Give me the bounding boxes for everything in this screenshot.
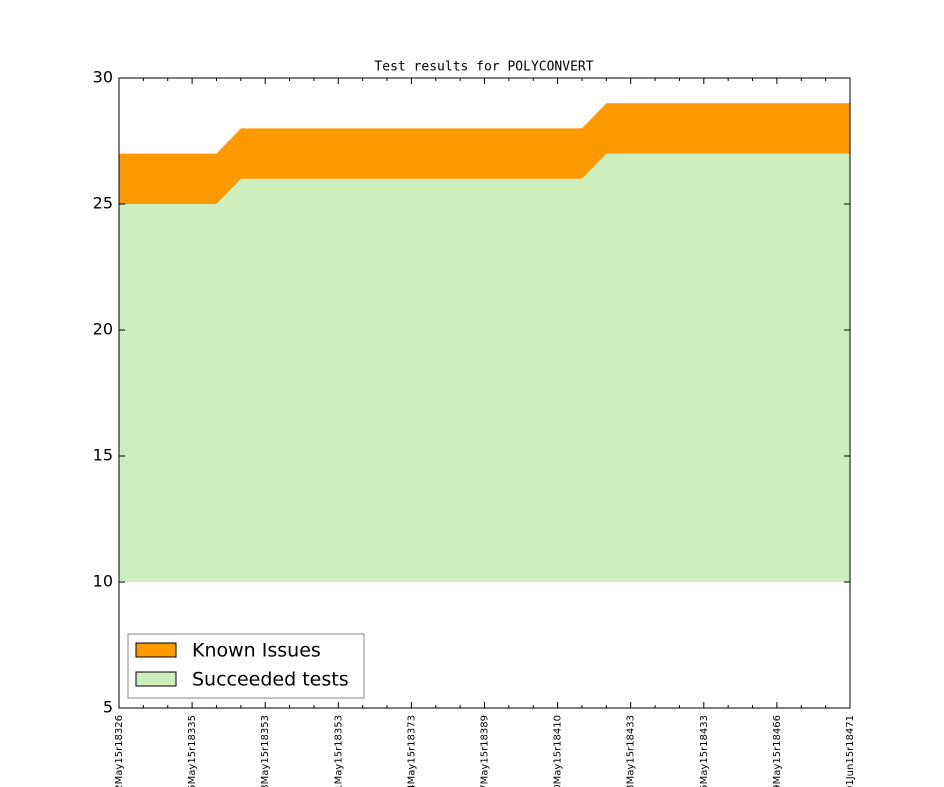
x-tick-label: 01Jun15r18471: [845, 715, 856, 787]
x-tick-label: 5May15r18335: [187, 715, 198, 787]
area: [119, 103, 850, 204]
x-tick-label: 3May15r18433: [626, 715, 637, 787]
legend-swatch: [135, 671, 177, 687]
x-tick-label: 4May15r18373: [406, 715, 417, 787]
y-tick-label: 20: [93, 320, 113, 339]
legend-swatch: [135, 642, 177, 658]
legend-label: Known Issues: [192, 640, 321, 662]
chart-title: Test results for POLYCONVERT: [374, 60, 593, 75]
x-tick-label: 7May15r18389: [480, 715, 491, 787]
area: [119, 153, 850, 582]
y-tick-label: 10: [93, 572, 113, 591]
x-tick-label: 8May15r18353: [260, 715, 271, 787]
y-tick-label: 15: [93, 446, 113, 465]
y-tick-label: 25: [93, 194, 113, 213]
legend-label: Succeeded tests: [192, 669, 349, 691]
y-tick-label: 5: [103, 698, 113, 717]
x-tick-label: 2May15r18326: [114, 715, 125, 787]
x-tick-label: 0May15r18410: [553, 715, 564, 787]
x-tick-label: 9May15r18466: [772, 715, 783, 787]
x-tick-label: 5May15r18433: [699, 715, 710, 787]
x-tick-label: 1May15r18353: [333, 715, 344, 787]
y-tick-label: 30: [93, 68, 113, 87]
